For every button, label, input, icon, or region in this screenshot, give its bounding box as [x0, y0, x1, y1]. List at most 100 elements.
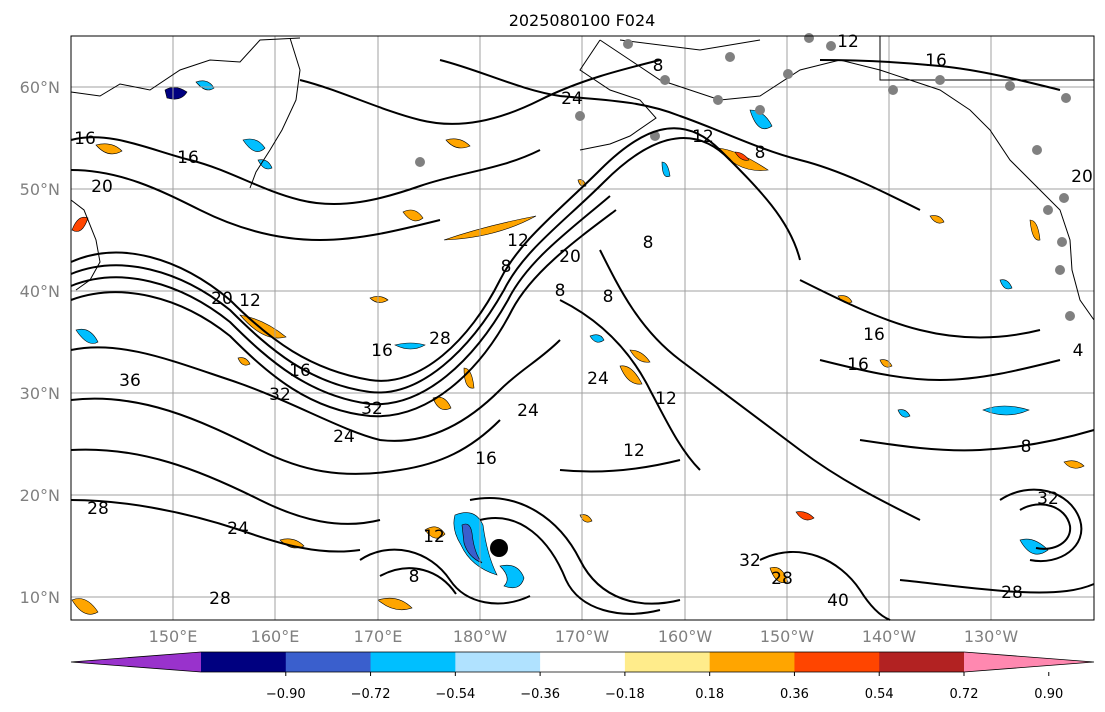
- coastline-kamchatka: [70, 37, 301, 97]
- coastline-bering: [619, 39, 761, 51]
- colorbar-tick-label: −0.72: [351, 687, 391, 702]
- contour-label: 12: [239, 291, 261, 311]
- colorbar-extend-max: [964, 652, 1094, 672]
- contour-line: [479, 517, 661, 615]
- contour-label: 12: [423, 527, 445, 547]
- contour-label: 28: [87, 499, 109, 519]
- contour-label: 12: [692, 127, 714, 147]
- coastlines: [70, 36, 1095, 321]
- lon-label: 170°W: [555, 627, 610, 646]
- shaded-field: [71, 80, 1085, 615]
- contour-label: 40: [827, 591, 849, 611]
- lat-label: 60°N: [20, 78, 60, 97]
- contour-label: 16: [289, 361, 311, 381]
- contour-line: [70, 136, 731, 394]
- contour-label: 8: [501, 257, 512, 277]
- contour-line: [819, 359, 1061, 382]
- pos-patch: [71, 598, 99, 615]
- lat-label: 10°N: [20, 588, 60, 607]
- contour-line: [559, 459, 681, 473]
- station-dot: [804, 33, 814, 43]
- contour-label: 16: [925, 51, 947, 71]
- contour-line: [1019, 503, 1072, 550]
- colorbar-swatch: [794, 652, 880, 672]
- station-dot: [650, 131, 660, 141]
- contour-line: [359, 548, 531, 605]
- contour-label: 12: [837, 32, 859, 52]
- station-dot: [935, 75, 945, 85]
- contour-line: [70, 339, 561, 442]
- contour-label: 32: [739, 551, 761, 571]
- contour-line: [70, 209, 617, 418]
- lon-label: 180°W: [453, 627, 508, 646]
- lat-axis: 60°N 50°N 40°N 30°N 20°N 10°N: [20, 78, 60, 607]
- coastline-kamchatka-east: [249, 37, 301, 189]
- contour-label: 12: [623, 441, 645, 461]
- contour-label: 20: [211, 289, 233, 309]
- contour-label: 16: [475, 449, 497, 469]
- contour-label: 24: [517, 401, 539, 421]
- pos-patch: [402, 209, 424, 222]
- colorbar: −0.90 −0.72 −0.54 −0.36 −0.18 0.18 0.36 0.54 0.7…: [70, 651, 1095, 702]
- coastline-alaska: [599, 39, 1095, 321]
- neg-patch: [164, 87, 188, 100]
- contour-label: 28: [429, 329, 451, 349]
- pos-patch: [71, 216, 89, 232]
- station-dot: [1055, 265, 1065, 275]
- colorbar-swatch: [285, 652, 372, 672]
- colorbar-swatch: [455, 652, 541, 672]
- pos-patch: [734, 151, 750, 161]
- contour-label: 28: [209, 589, 231, 609]
- gridlines: [71, 36, 1094, 620]
- station-dot: [1043, 205, 1053, 215]
- lon-label: 160°E: [251, 627, 300, 646]
- colorbar-tick-label: −0.54: [435, 687, 475, 702]
- colorbar-tick-label: 0.54: [865, 687, 894, 702]
- pos-patch: [424, 526, 446, 539]
- neg-patch: [461, 523, 483, 564]
- contour-line: [469, 497, 681, 605]
- colorbar-swatch: [879, 652, 965, 672]
- neg-patch: [75, 328, 99, 344]
- contour-label: 28: [771, 569, 793, 589]
- contour-label: 32: [269, 385, 291, 405]
- neg-patch: [661, 161, 671, 177]
- contour-line: [70, 169, 441, 242]
- contour-label: 8: [643, 233, 654, 253]
- contour-line: [559, 299, 701, 471]
- station-dot: [783, 69, 793, 79]
- contour-line: [799, 279, 1041, 339]
- colorbar-swatch: [540, 652, 626, 672]
- contour-label: 32: [1037, 489, 1059, 509]
- lat-label: 30°N: [20, 384, 60, 403]
- contour-line: [70, 397, 501, 475]
- colorbar-swatch: [624, 652, 711, 672]
- contour-line: [899, 579, 1095, 594]
- contour-line: [70, 136, 541, 205]
- station-dot: [575, 111, 585, 121]
- colorbar-tick-label: 0.72: [950, 687, 979, 702]
- coastline-alaska-peninsula: [579, 39, 657, 151]
- pos-patch: [795, 511, 815, 521]
- lon-axis: 150°E 160°E 170°E 180°W 170°W 160°W 150°…: [149, 627, 1019, 646]
- lon-label: 160°W: [658, 627, 713, 646]
- contour-line: [299, 59, 661, 125]
- contour-label: 16: [74, 129, 96, 149]
- contour-label: 4: [1073, 341, 1084, 361]
- colorbar-extend-min: [71, 652, 201, 672]
- positive-patches: [71, 138, 1085, 615]
- contour-line: [439, 59, 921, 211]
- contour-label: 24: [333, 427, 355, 447]
- colorbar-tick-label: −0.36: [520, 687, 560, 702]
- contour-label: 8: [603, 287, 614, 307]
- neg-patch: [897, 409, 911, 418]
- pos-patch: [432, 396, 452, 410]
- contour-label: 16: [371, 341, 393, 361]
- contour-line: [599, 249, 921, 521]
- station-dot: [888, 85, 898, 95]
- colorbar-tick-label: −0.90: [266, 687, 306, 702]
- contour-label: 12: [507, 231, 529, 251]
- pos-patch: [579, 514, 593, 523]
- contour-line: [70, 195, 611, 406]
- station-dot: [713, 95, 723, 105]
